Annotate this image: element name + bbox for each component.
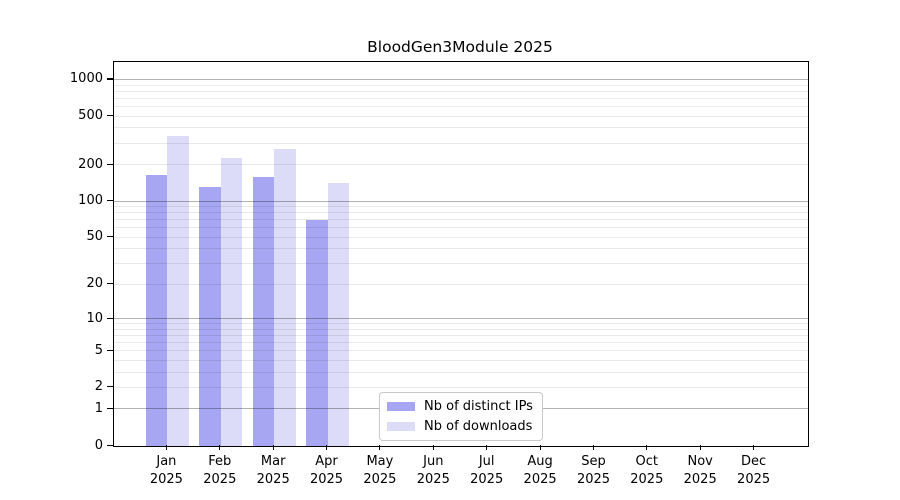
x-axis-tick bbox=[646, 445, 648, 450]
x-axis-tick bbox=[165, 445, 167, 450]
year-label: 2025 bbox=[309, 472, 344, 487]
x-axis-label-jul: Jul 2025 bbox=[470, 453, 503, 489]
bar-distinct-ips-mar bbox=[252, 177, 275, 446]
y-axis-tick-label: 5 bbox=[94, 342, 103, 358]
x-axis-label-oct: Oct 2025 bbox=[630, 453, 663, 489]
legend-label: Nb of distinct IPs bbox=[424, 399, 533, 414]
gridline-minor bbox=[114, 97, 808, 99]
month-label: Feb bbox=[208, 454, 232, 469]
month-label: Oct bbox=[635, 454, 659, 469]
year-label: 2025 bbox=[363, 472, 397, 487]
y-axis-tick bbox=[107, 444, 113, 446]
x-axis-label-apr: Apr 2025 bbox=[310, 453, 343, 489]
legend-swatch-icon bbox=[387, 422, 415, 431]
year-label: 2025 bbox=[203, 472, 237, 487]
month-label: Jan bbox=[156, 454, 177, 469]
gridline-minor bbox=[114, 142, 808, 144]
legend: Nb of distinct IPs Nb of downloads bbox=[379, 392, 543, 441]
bar-distinct-ips-feb bbox=[199, 186, 221, 446]
y-axis-tick bbox=[107, 115, 113, 117]
x-axis-tick bbox=[325, 445, 328, 450]
month-label: Mar bbox=[260, 454, 286, 469]
y-axis-tick-label: 500 bbox=[78, 108, 103, 124]
x-axis-label-may: May 2025 bbox=[363, 453, 396, 489]
x-axis-label-dec: Dec 2025 bbox=[737, 453, 770, 489]
x-axis-tick bbox=[753, 445, 755, 450]
legend-swatch-icon bbox=[387, 402, 415, 411]
x-axis-tick bbox=[272, 445, 274, 450]
gridline-minor bbox=[114, 115, 808, 117]
x-axis-tick bbox=[592, 445, 595, 450]
gridline-major bbox=[114, 78, 808, 80]
y-axis-tick-label: 20 bbox=[86, 276, 103, 292]
year-label: 2025 bbox=[630, 472, 664, 487]
year-label: 2025 bbox=[523, 472, 557, 487]
bar-downloads-apr bbox=[327, 183, 350, 446]
month-label: Apr bbox=[315, 454, 338, 469]
y-axis-tick-label: 50 bbox=[86, 229, 103, 245]
bar-downloads-mar bbox=[274, 149, 296, 446]
x-axis-tick bbox=[539, 445, 541, 450]
month-label: Dec bbox=[741, 454, 767, 469]
chart-title: BloodGen3Module 2025 bbox=[367, 38, 553, 56]
y-axis-tick bbox=[107, 200, 113, 202]
bar-downloads-jan bbox=[167, 135, 189, 446]
x-axis-label-sep: Sep 2025 bbox=[577, 453, 610, 489]
x-axis-label-aug: Aug 2025 bbox=[524, 453, 557, 489]
y-axis-tick-label: 10 bbox=[86, 310, 103, 326]
bar-distinct-ips-jan bbox=[145, 175, 168, 446]
plot-area bbox=[113, 61, 809, 447]
legend-item-distinct-ips: Nb of distinct IPs bbox=[387, 399, 533, 414]
y-axis-tick-label: 100 bbox=[78, 193, 103, 208]
month-label: May bbox=[366, 454, 394, 469]
gridline-minor bbox=[114, 164, 808, 165]
x-axis-tick bbox=[432, 445, 434, 450]
y-axis-tick bbox=[107, 349, 113, 351]
gridline-minor bbox=[114, 106, 808, 107]
y-axis-tick bbox=[107, 283, 113, 285]
gridline-minor bbox=[114, 90, 808, 92]
x-axis-label-jan: Jan 2025 bbox=[150, 453, 183, 489]
x-axis-tick bbox=[699, 445, 701, 450]
year-label: 2025 bbox=[149, 472, 183, 487]
y-axis-tick bbox=[107, 78, 113, 80]
x-axis-label-nov: Nov 2025 bbox=[684, 453, 717, 489]
y-axis-tick bbox=[107, 317, 113, 319]
month-label: Nov bbox=[687, 454, 713, 469]
y-axis-tick bbox=[107, 386, 113, 388]
year-label: 2025 bbox=[576, 472, 611, 487]
bar-downloads-feb bbox=[220, 158, 243, 446]
y-axis-tick-label: 1000 bbox=[69, 71, 103, 87]
year-label: 2025 bbox=[416, 472, 450, 487]
bar-distinct-ips-apr bbox=[306, 220, 328, 446]
month-label: Sep bbox=[581, 454, 606, 469]
y-axis-tick bbox=[107, 236, 113, 238]
month-label: Aug bbox=[527, 454, 553, 469]
y-axis-tick bbox=[107, 163, 113, 165]
year-label: 2025 bbox=[470, 472, 504, 487]
x-axis-tick bbox=[219, 445, 221, 450]
year-label: 2025 bbox=[737, 472, 771, 487]
gridline-minor bbox=[114, 127, 808, 129]
y-axis-tick-label: 0 bbox=[94, 437, 103, 453]
x-axis-label-feb: Feb 2025 bbox=[203, 453, 236, 489]
y-axis-tick bbox=[107, 407, 113, 409]
x-axis-label-jun: Jun 2025 bbox=[417, 453, 450, 489]
y-axis-tick-label: 200 bbox=[78, 156, 103, 172]
x-axis-label-mar: Mar 2025 bbox=[257, 453, 290, 489]
year-label: 2025 bbox=[256, 472, 290, 487]
year-label: 2025 bbox=[683, 472, 717, 487]
x-axis-tick bbox=[486, 445, 488, 450]
month-label: Jul bbox=[478, 454, 495, 469]
month-label: Jun bbox=[423, 454, 444, 469]
x-axis-tick bbox=[379, 445, 381, 450]
y-axis-tick-label: 2 bbox=[94, 379, 103, 395]
legend-label: Nb of downloads bbox=[424, 419, 533, 434]
y-axis-tick-label: 1 bbox=[94, 400, 103, 416]
legend-item-downloads: Nb of downloads bbox=[387, 419, 533, 434]
gridline-minor bbox=[114, 84, 808, 86]
